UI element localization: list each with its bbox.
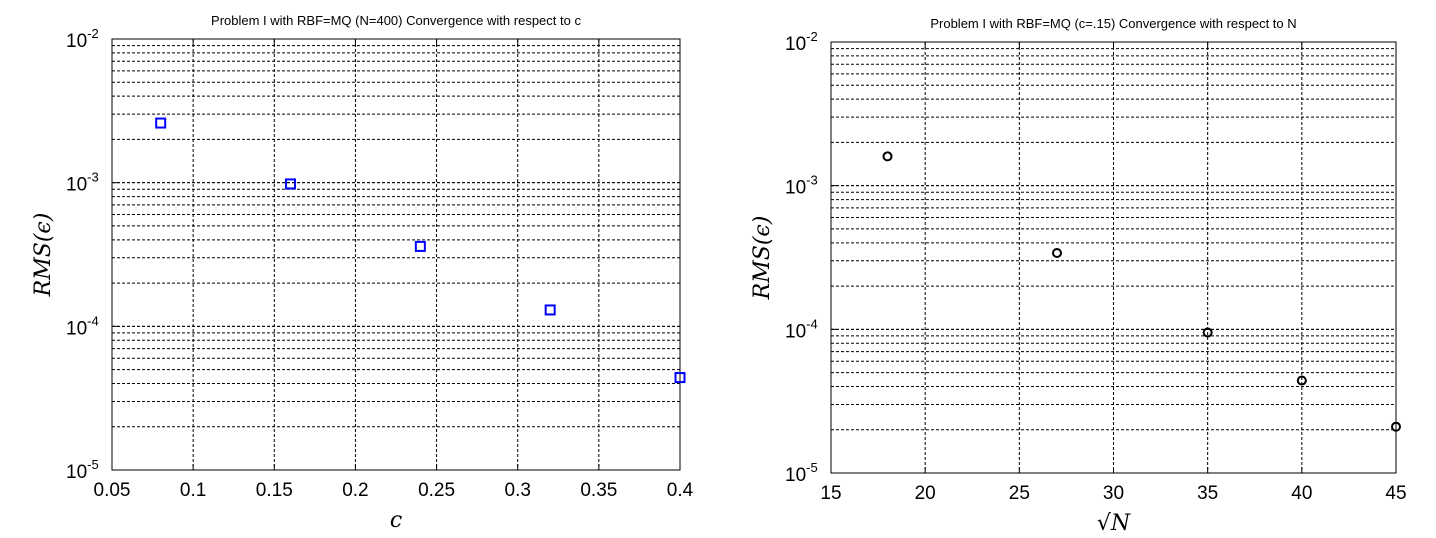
y-axis-label: RMS(ϵ) — [750, 216, 775, 301]
data-point — [155, 117, 167, 129]
y-tick-label: 10-5 — [66, 457, 99, 483]
data-point — [1296, 375, 1307, 386]
x-tick-label: 0.05 — [94, 480, 131, 501]
x-tick-label: 30 — [1103, 483, 1124, 504]
chart-2: 15 20 25 30 35 40 45 10-5 10-4 10-3 10-2 Problem I … — [750, 16, 1407, 536]
y-tick-label: 10-2 — [785, 29, 818, 55]
data-point — [674, 372, 686, 384]
x-tick-label: 20 — [915, 483, 936, 504]
x-tick-label: 0.4 — [667, 480, 694, 501]
x-tick-label: 0.1 — [180, 480, 206, 501]
data-point — [1202, 327, 1213, 338]
data-point — [414, 240, 426, 252]
x-tick-label: 0.3 — [505, 480, 531, 501]
x-tick-label: 35 — [1197, 483, 1218, 504]
data-point — [544, 304, 556, 316]
y-tick-label: 10-3 — [66, 170, 99, 196]
plot-area — [112, 39, 680, 470]
grid — [831, 42, 1396, 473]
y-tick-label: 10-5 — [785, 460, 818, 486]
x-tick-label: 0.35 — [580, 480, 617, 501]
data-point — [1052, 247, 1062, 258]
y-tick-label: 10-4 — [66, 313, 99, 339]
data-point — [1391, 421, 1401, 432]
axes-frame — [111, 38, 681, 471]
data-point — [285, 178, 297, 190]
x-tick-label: 15 — [820, 483, 841, 504]
x-tick-label: 0.2 — [342, 480, 368, 501]
data-point — [882, 151, 893, 162]
y-tick-label: 10-4 — [785, 316, 818, 342]
y-tick-label: 10-3 — [785, 173, 818, 199]
x-tick-label: 0.25 — [418, 480, 455, 501]
chart-title: Problem I with RBF=MQ (N=400) Convergenc… — [211, 13, 581, 28]
chart-title: Problem I with RBF=MQ (c=.15) Convergenc… — [930, 16, 1296, 31]
x-tick-label: 0.15 — [256, 480, 293, 501]
y-tick-label: 10-2 — [66, 26, 99, 52]
chart-1: 0.05 0.1 0.15 0.2 0.25 0.3 0.35 0.4 10-5 10-4 10-3… — [31, 13, 694, 533]
x-axis-label: c — [390, 508, 402, 533]
x-tick-label: 45 — [1385, 483, 1406, 504]
x-tick-label: 40 — [1291, 483, 1312, 504]
x-tick-label: 25 — [1009, 483, 1030, 504]
grid — [112, 39, 680, 470]
x-axis-label: √N — [1097, 511, 1131, 536]
y-axis-label: RMS(ϵ) — [31, 213, 56, 298]
